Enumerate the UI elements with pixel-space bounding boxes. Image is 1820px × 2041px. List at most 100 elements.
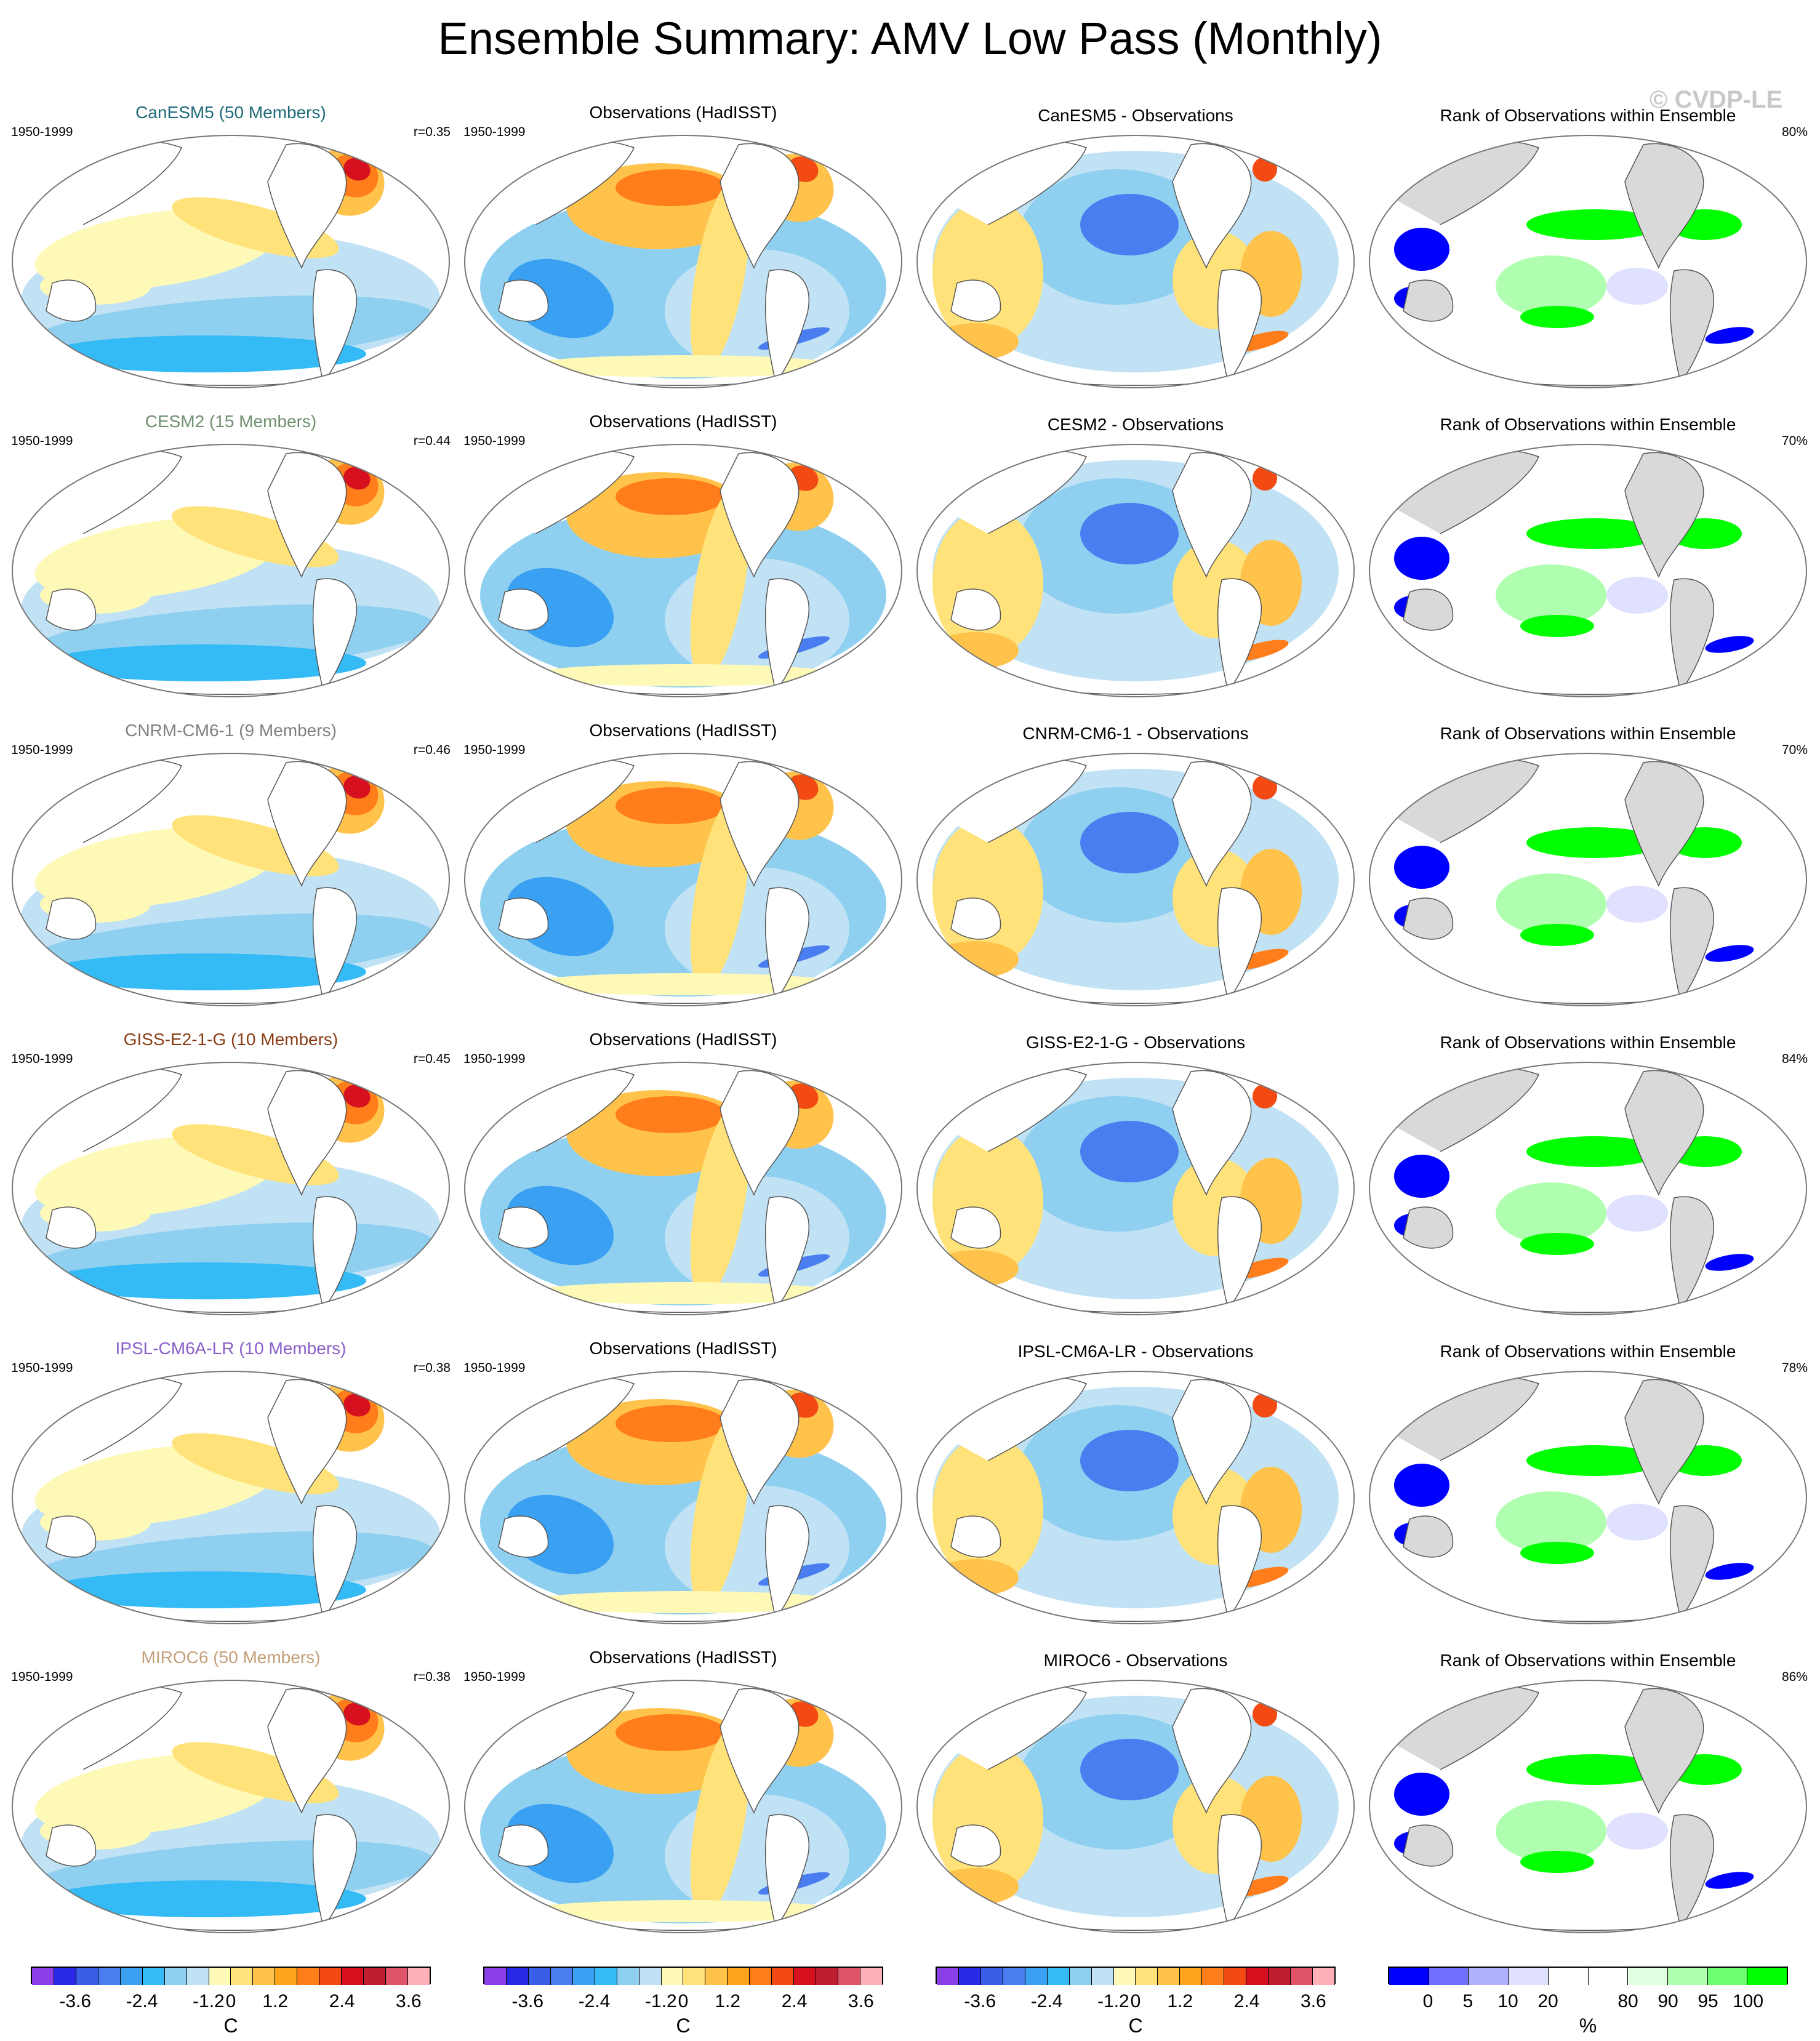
panel-title-r0-c1: Observations (HadISST) [590,103,777,122]
colorbar-tick-label: -2.4 [126,1991,158,2011]
pattern-correlation: r=0.46 [414,743,451,757]
period-label: 1950-1999 [11,1670,73,1684]
colorbar-swatch [728,1968,750,1985]
panel-r0-c2: CanESM5 - Observations [916,106,1355,388]
colorbar-swatch [838,1968,860,1985]
panel-title-r3-c3: Rank of Observations within Ensemble [1440,1033,1736,1052]
colorbar-tick-label: -1.2 [645,1991,677,2011]
colorbar-tick-label: -3.6 [964,1991,996,2011]
colorbar-unit: C [223,2015,238,2037]
colorbar-swatch [1246,1968,1269,1985]
colorbar-swatch [1224,1968,1247,1985]
panel-r5-c2: MIROC6 - Observations [916,1651,1355,1933]
pattern-correlation: r=0.38 [414,1670,451,1684]
colorbar-swatch [1180,1968,1203,1985]
panel-r5-c3: Rank of Observations within Ensemble 86% [1369,1651,1808,1933]
panel-r0-c1: Observations (HadISST) 1950-1999 [463,103,902,388]
colorbar-swatch [120,1968,143,1985]
colorbar-tick-label: 100 [1732,1991,1764,2011]
colorbar-swatch [32,1968,54,1985]
colorbar-swatch [407,1968,430,1985]
panel-r4-c3: Rank of Observations within Ensemble 78% [1369,1342,1808,1624]
colorbar-tick-label: 1.2 [1167,1991,1193,2011]
colorbar-tick-label: -2.4 [1030,1991,1063,2011]
colorbar-unit: C [676,2015,691,2037]
map-outline [1369,444,1807,697]
colorbar-swatch [1136,1968,1158,1985]
map-outline [464,444,902,697]
period-label: 1950-1999 [11,1052,73,1066]
colorbar-observations: -3.6 -2.4 -1.2 0 1.2 2.4 3.6 C [483,1967,883,2037]
colorbar-swatch [506,1968,529,1985]
period-label: 1950-1999 [11,434,73,448]
colorbar-swatch [142,1968,165,1985]
colorbar-swatch [1548,1968,1589,1985]
period-label: 1950-1999 [11,1361,73,1375]
colorbar-tick-label: 95 [1698,1991,1718,2011]
panel-r0-c0: CanESM5 (50 Members) 1950-1999 r=0.35 [11,103,451,388]
panel-title-r3-c1: Observations (HadISST) [590,1030,777,1049]
colorbar-swatch [1509,1968,1549,1985]
map-outline [916,135,1355,388]
panel-r1-c0: CESM2 (15 Members) 1950-1999 r=0.44 [11,412,451,697]
colorbar-swatch [1707,1968,1748,1985]
panel-title-r5-c0: MIROC6 (50 Members) [142,1648,321,1667]
panel-r4-c1: Observations (HadISST) 1950-1999 [463,1339,902,1624]
colorbar-swatch [1269,1968,1291,1985]
colorbar-tick-label: 0 [1130,1991,1141,2011]
colorbar-swatch [1047,1968,1070,1985]
panel-title-r4-c1: Observations (HadISST) [590,1339,777,1358]
rank-percent: 86% [1782,1670,1808,1684]
map-outline [12,1062,450,1315]
colorbar-tick-label: 3.6 [1301,1991,1326,2011]
panel-r1-c1: Observations (HadISST) 1950-1999 [463,412,902,697]
colorbar-swatch [1312,1968,1335,1985]
period-label: 1950-1999 [463,1670,525,1684]
colorbar-rank: 0 5 10 20 80 90 95 100% [1388,1967,1788,2037]
colorbar-tick-label: 0 [225,1991,236,2011]
panel-title-r3-c0: GISS-E2-1-G (10 Members) [124,1030,339,1049]
panel-title-r1-c2: CESM2 - Observations [1048,415,1224,434]
map-outline [464,1680,902,1933]
period-label: 1950-1999 [463,1052,525,1066]
map-outline [12,1371,450,1624]
colorbar-tick-label: -2.4 [578,1991,611,2011]
colorbar-tick-label: 90 [1658,1991,1678,2011]
period-label: 1950-1999 [11,125,73,139]
map-outline [916,753,1355,1006]
colorbar-swatch [528,1968,551,1985]
colorbar-swatch [937,1968,959,1985]
panel-r3-c1: Observations (HadISST) 1950-1999 [463,1030,902,1315]
colorbar-tick-label: 10 [1497,1991,1518,2011]
colorbar-swatch [54,1968,76,1985]
colorbar-swatch [980,1968,1003,1985]
panel-title-r5-c2: MIROC6 - Observations [1044,1651,1228,1670]
panel-title-r4-c2: IPSL-CM6A-LR - Observations [1018,1342,1254,1361]
map-outline [916,1062,1355,1315]
colorbar-tick-label: 2.4 [1233,1991,1260,2011]
colorbar-swatch [750,1968,772,1985]
panel-r5-c0: MIROC6 (50 Members) 1950-1999 r=0.38 [11,1648,451,1933]
colorbar-tick-label: 2.4 [781,1991,808,2011]
panel-r2-c0: CNRM-CM6-1 (9 Members) 1950-1999 r=0.46 [11,721,451,1006]
colorbar-swatch [1069,1968,1092,1985]
colorbar-swatch [386,1968,408,1985]
rank-percent: 80% [1782,125,1808,139]
panel-title-r2-c0: CNRM-CM6-1 (9 Members) [125,721,337,740]
colorbar-swatch [186,1968,209,1985]
panel-title-r5-c1: Observations (HadISST) [590,1648,777,1667]
map-outline [12,444,450,697]
panel-r2-c1: Observations (HadISST) 1950-1999 [463,721,902,1006]
colorbar-swatch [275,1968,298,1985]
panel-title-r4-c3: Rank of Observations within Ensemble [1440,1342,1736,1361]
colorbar-swatch [484,1968,507,1985]
figure-title: Ensemble Summary: AMV Low Pass (Monthly) [438,13,1382,64]
colorbar-swatch [1667,1968,1708,1985]
colorbar-swatch [772,1968,795,1985]
rank-percent: 70% [1782,743,1808,757]
colorbar-unit: C [1128,2015,1143,2037]
map-outline [1369,135,1807,388]
colorbar-tick-label: 1.2 [262,1991,289,2011]
colorbar-tick-label: -3.6 [59,1991,92,2011]
colorbar-swatch [1003,1968,1025,1985]
